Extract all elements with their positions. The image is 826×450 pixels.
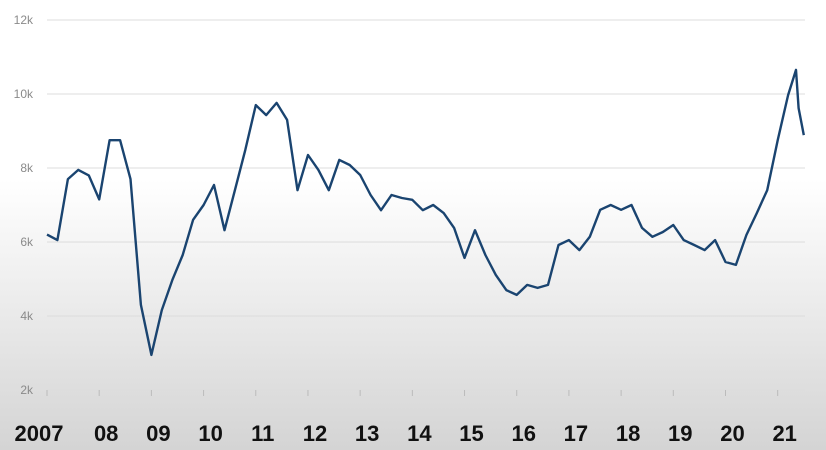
x-tick-label: 18	[616, 421, 640, 446]
x-tick-label: 12	[303, 421, 327, 446]
y-tick-label: 10k	[14, 87, 34, 101]
x-tick-label: 2007	[15, 421, 64, 446]
x-tick-label: 19	[668, 421, 692, 446]
x-tick-label: 13	[355, 421, 379, 446]
y-tick-label: 8k	[20, 161, 34, 175]
x-tick-label: 20	[720, 421, 744, 446]
x-tick-label: 11	[251, 421, 274, 446]
x-tick-label: 15	[459, 421, 483, 446]
y-tick-label: 4k	[20, 309, 34, 323]
x-tick-label: 17	[564, 421, 588, 446]
x-tick-label: 21	[772, 421, 796, 446]
x-tick-label: 16	[511, 421, 535, 446]
data-line	[46, 68, 805, 357]
x-tick-label: 09	[146, 421, 170, 446]
x-tick-label: 14	[407, 421, 432, 446]
y-tick-label: 12k	[14, 13, 34, 27]
y-tick-label: 6k	[20, 235, 34, 249]
x-tick-label: 08	[94, 421, 118, 446]
x-tick-label: 10	[198, 421, 222, 446]
y-tick-label: 2k	[20, 383, 34, 397]
